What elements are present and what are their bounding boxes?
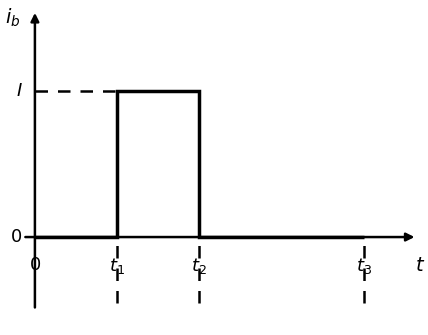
Text: $0$: $0$ (29, 256, 41, 274)
Text: $t$: $t$ (415, 256, 425, 275)
Text: $t_2$: $t_2$ (191, 256, 207, 276)
Text: $t_3$: $t_3$ (356, 256, 372, 276)
Text: $0$: $0$ (11, 228, 23, 246)
Text: $I$: $I$ (16, 82, 23, 99)
Text: $t_1$: $t_1$ (109, 256, 125, 276)
Text: $i_b$: $i_b$ (5, 7, 20, 29)
